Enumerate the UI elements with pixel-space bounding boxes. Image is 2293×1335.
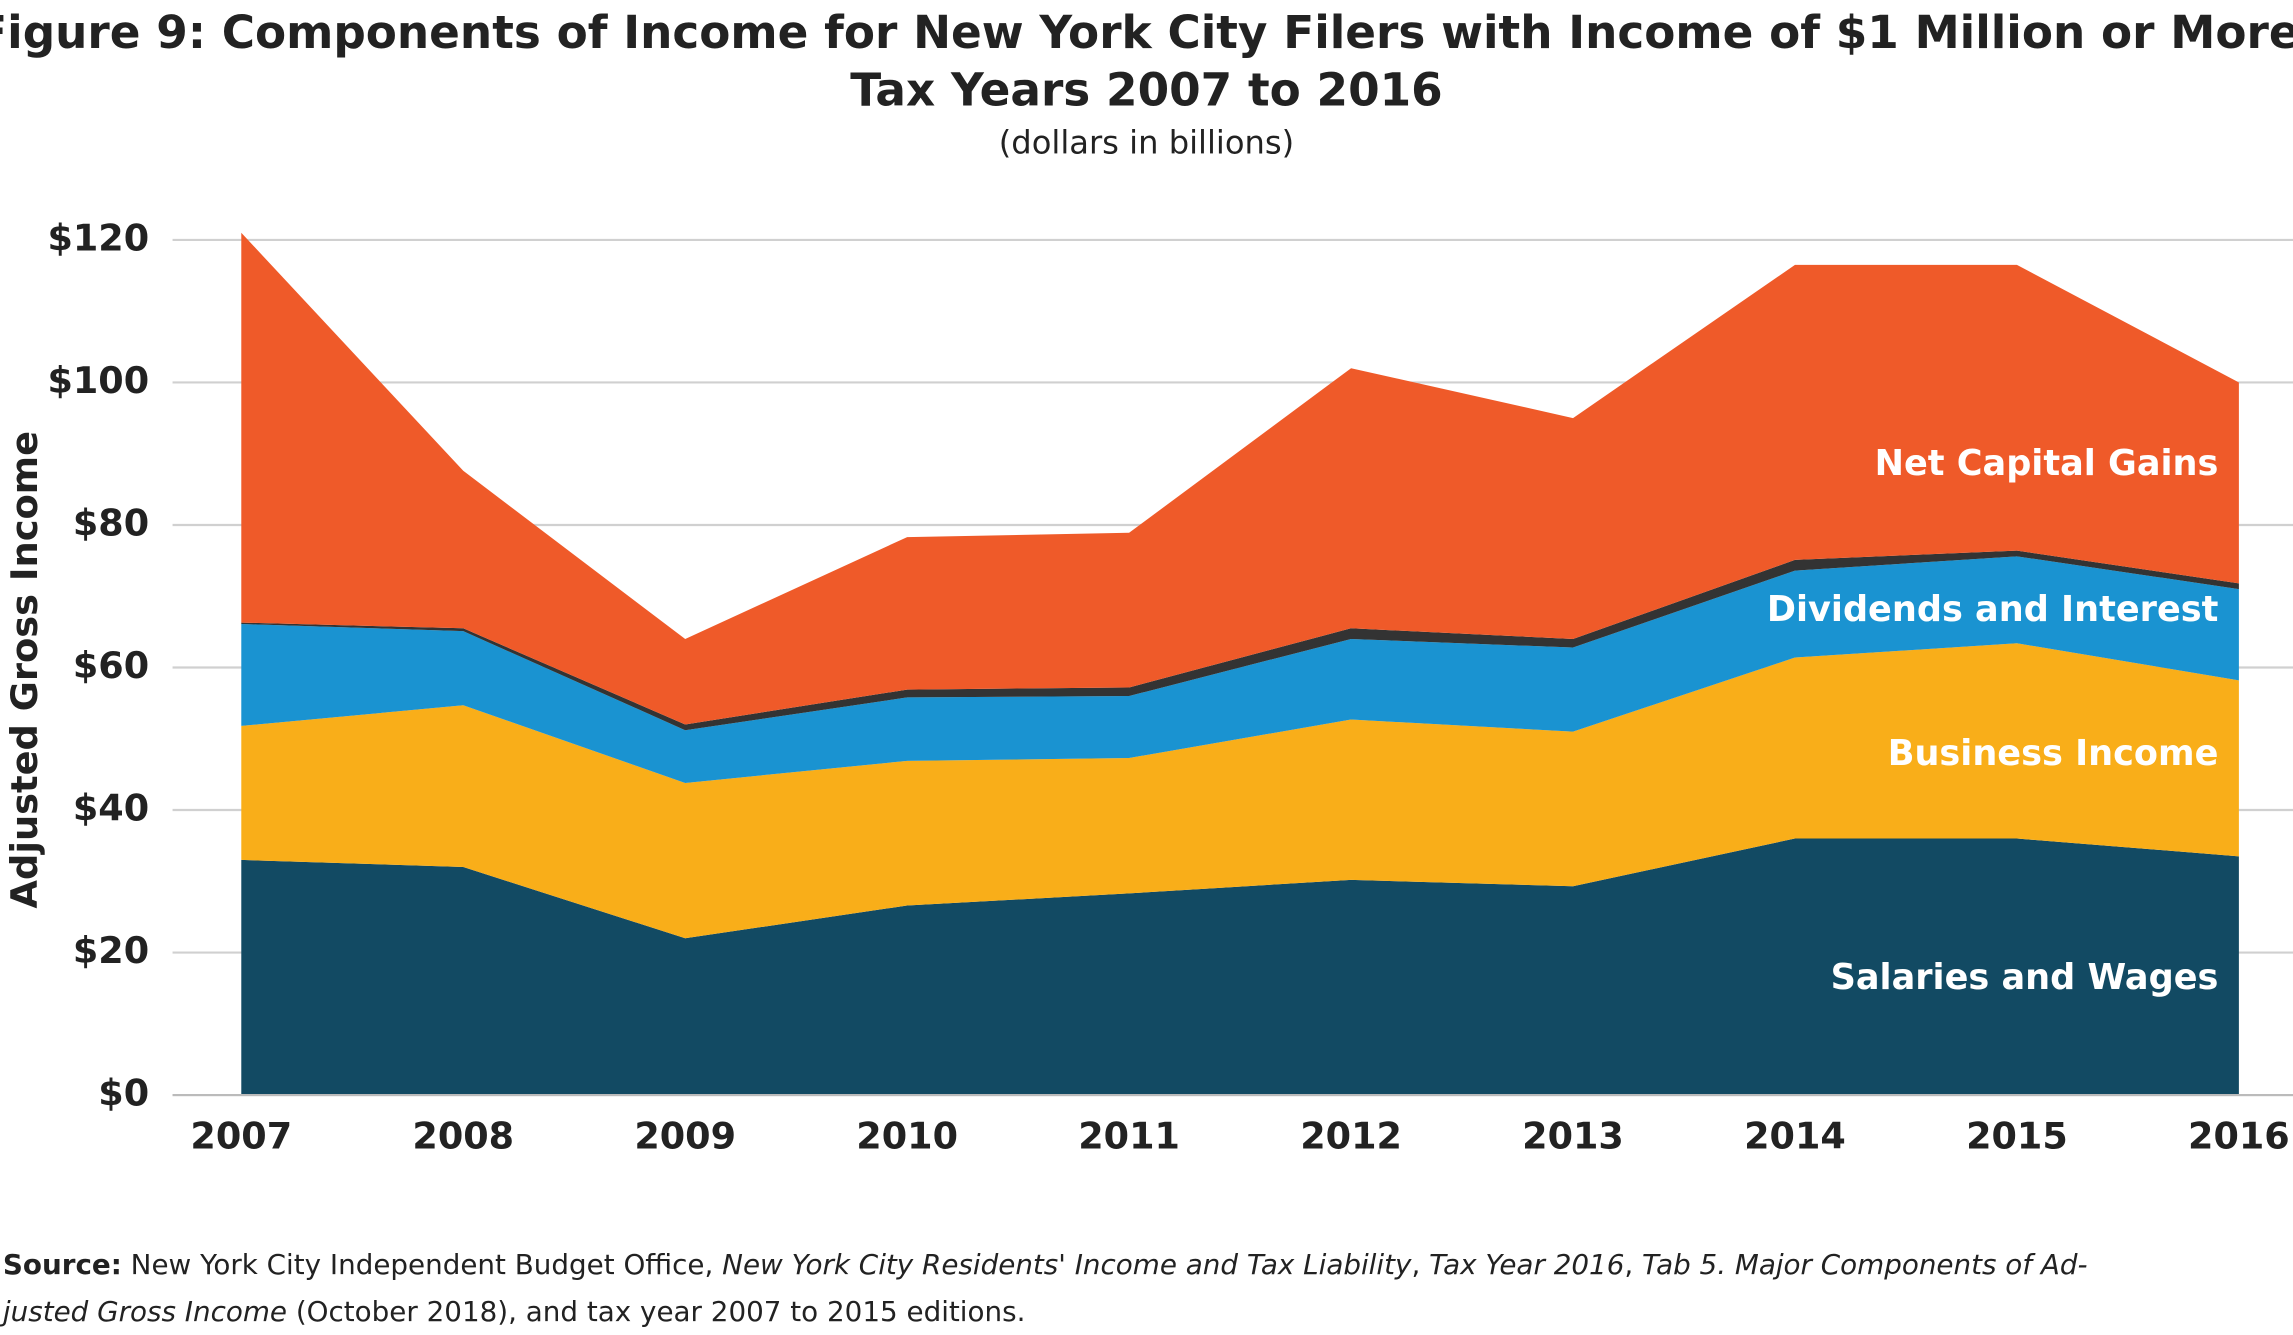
y-tick-label: $80 — [73, 501, 149, 544]
plot-area: $0 $20 $40 $60 $80 $100 $120 2007 2008 2009 2010 20… — [47, 216, 2293, 1157]
x-tick-label: 2013 — [1522, 1114, 1624, 1157]
footnote: Source: New York City Independent Budget… — [3, 1248, 2088, 1281]
x-tick-label: 2008 — [412, 1114, 514, 1157]
x-tick-label: 2009 — [634, 1114, 736, 1157]
y-tick-label: $120 — [47, 216, 149, 259]
area — [241, 556, 2239, 783]
chart-title: Tax Years 2007 to 2016 — [850, 63, 1442, 116]
area — [241, 232, 2239, 725]
footnote-text: New York City Independent Budget Office, — [122, 1248, 722, 1281]
legend-label: Business Income — [1888, 733, 2219, 774]
y-tick-label: $40 — [73, 786, 149, 829]
x-tick-label: 2007 — [190, 1114, 292, 1157]
y-tick-label: $100 — [47, 359, 149, 402]
x-tick-label: 2012 — [1300, 1114, 1402, 1157]
footnote: justed Gross Income (October 2018), and … — [0, 1295, 1025, 1328]
footnote-label: Source: — [3, 1248, 122, 1281]
footnote-text: Tax Year 2016 — [1429, 1248, 1624, 1281]
x-tick-label: 2014 — [1744, 1114, 1846, 1157]
footnote-text: New York City Residents' Income and Tax … — [722, 1248, 1412, 1281]
y-tick-label: $0 — [98, 1072, 149, 1115]
x-tick-label: 2015 — [1966, 1114, 2068, 1157]
legend-label: Salaries and Wages — [1831, 957, 2219, 998]
footnote-text: Tab 5. Major Components of Ad- — [1642, 1248, 2088, 1281]
legend-label: Net Capital Gains — [1875, 443, 2219, 484]
chart-subtitle: (dollars in billions) — [999, 123, 1294, 161]
chart-title: Figure 9: Components of Income for New Y… — [0, 6, 2293, 59]
y-axis-label: Adjusted Gross Income — [3, 431, 46, 908]
area — [241, 838, 2239, 1096]
footnote-text: justed Gross Income — [0, 1295, 287, 1328]
y-tick-label: $60 — [73, 644, 149, 687]
footnote-line: New York City Independent Budget Office,… — [122, 1248, 2088, 1281]
footnote-text: , — [1624, 1248, 1642, 1281]
x-tick-label: 2010 — [856, 1114, 958, 1157]
area — [241, 643, 2239, 939]
x-tick-label: 2011 — [1078, 1114, 1180, 1157]
y-tick-label: $20 — [73, 929, 149, 972]
legend-label: Dividends and Interest — [1767, 589, 2219, 630]
x-tick-label: 2016 — [2188, 1114, 2290, 1157]
footnote-text: , — [1411, 1248, 1429, 1281]
footnote-text: (October 2018), and tax year 2007 to 201… — [287, 1295, 1025, 1328]
